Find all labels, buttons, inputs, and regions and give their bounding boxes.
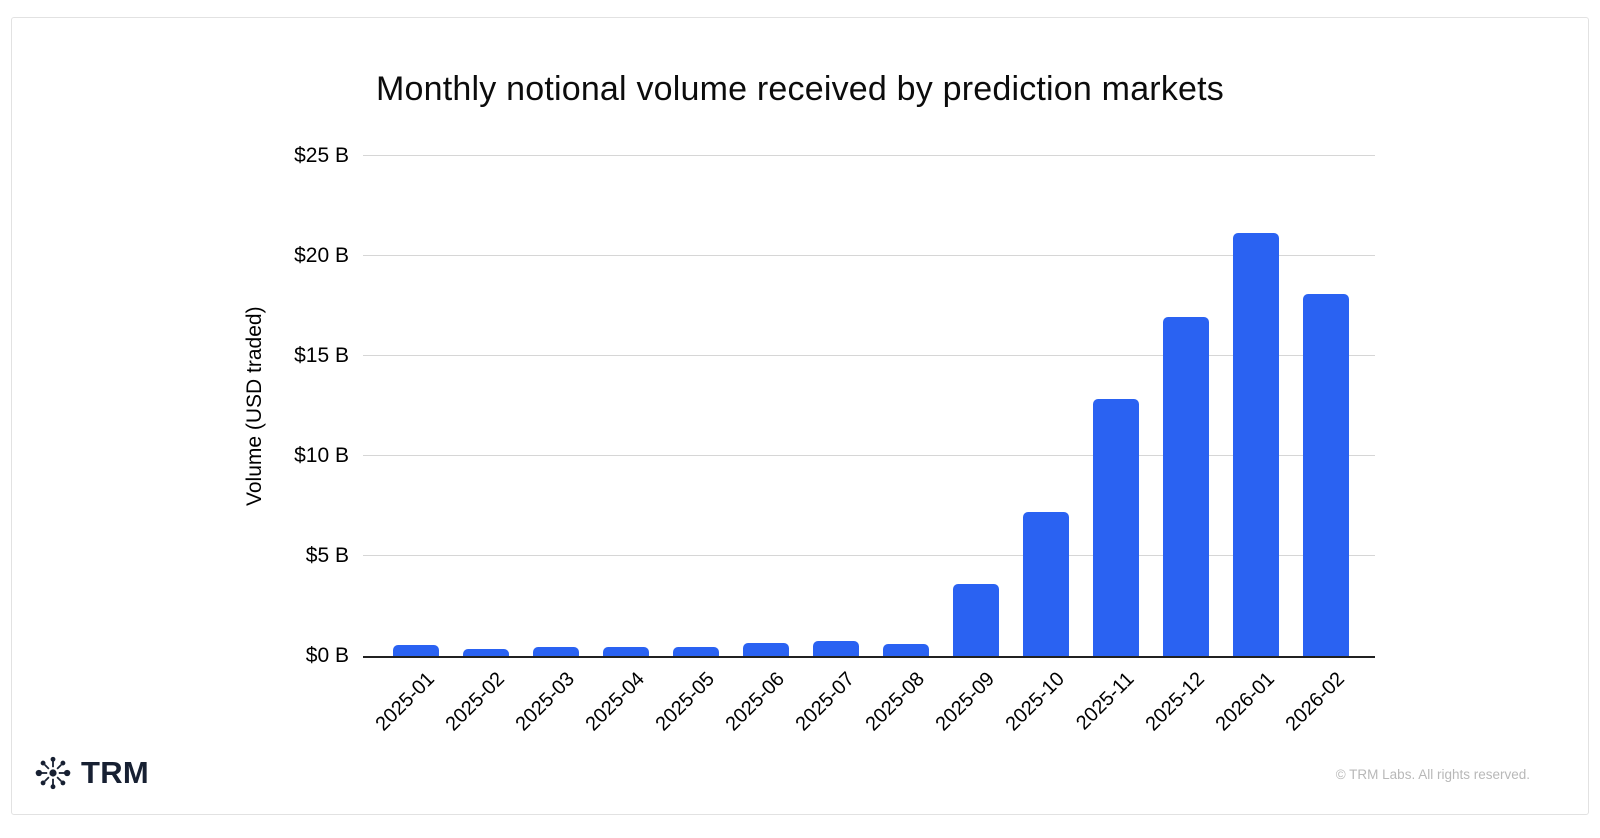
copyright-text: © TRM Labs. All rights reserved. [1335,767,1530,782]
bar-slot: 2025-11 [1072,156,1151,734]
bar-slot: 2025-01 [371,156,451,735]
y-tick-label: $15 B [294,344,349,367]
gridline [363,555,1375,556]
gridlines: $0 B $5 B $10 B $15 B $20 B $25 B [294,144,1375,667]
bar-2025-07 [813,641,859,656]
chart-card: Monthly notional volume received by pred… [11,17,1589,815]
bar-2025-11 [1093,399,1139,656]
bar-slot: 2025-06 [721,156,801,735]
gridline [363,255,1375,256]
bar-slot: 2026-01 [1211,156,1291,735]
y-tick-label: $10 B [294,444,349,467]
y-axis-title: Volume (USD traded) [243,306,266,506]
x-tick-label: 2025-07 [791,668,859,736]
bar-slot: 2026-02 [1281,156,1361,735]
gridline [363,455,1375,456]
x-tick-label: 2025-06 [721,668,789,736]
y-tick-label: $25 B [294,144,349,167]
bar-slot: 2025-08 [861,156,941,735]
x-tick-label: 2025-11 [1072,668,1139,735]
gridline [363,155,1375,156]
trm-network-asterisk-icon [35,756,71,790]
x-tick-label: 2026-02 [1281,668,1349,736]
bar-slot: 2025-05 [651,156,731,735]
x-tick-label: 2025-10 [1001,668,1069,736]
bar-2025-08 [883,644,929,656]
x-tick-label: 2025-08 [861,668,929,736]
bar-slots: 2025-01 2025-02 2025-03 2025-04 2025-05 2025-… [371,156,1361,735]
trm-logo: TRM [34,754,149,792]
y-tick-label: $5 B [305,544,349,567]
bar-2025-01 [393,645,439,656]
bar-slot: 2025-10 [1001,156,1081,735]
gridline [363,355,1375,356]
bar-2025-12 [1163,317,1209,656]
x-tick-label: 2025-04 [581,668,649,736]
x-tick-label: 2025-12 [1141,668,1209,736]
bar-2025-02 [463,649,509,656]
bar-2025-06 [743,643,789,656]
bar-2026-02 [1303,294,1349,656]
bar-slot: 2025-03 [511,156,591,735]
bar-2025-10 [1023,512,1069,656]
x-axis-line [363,656,1375,658]
x-tick-label: 2025-01 [371,668,439,736]
plot-area: $0 B $5 B $10 B $15 B $20 B $25 B 2025-01 2025… [294,144,1375,735]
y-tick-label: $0 B [305,644,349,667]
bar-slot: 2025-07 [791,156,871,735]
bar-slot: 2025-04 [581,156,661,735]
bar-2025-04 [603,647,649,656]
bar-2025-09 [953,584,999,656]
x-tick-label: 2025-02 [441,668,509,736]
chart-title: Monthly notional volume received by pred… [376,70,1224,108]
x-tick-label: 2026-01 [1211,668,1279,736]
bar-slot: 2025-09 [931,156,1011,735]
bar-2025-05 [673,647,719,656]
x-tick-label: 2025-03 [511,668,579,736]
y-tick-label: $20 B [294,244,349,267]
x-tick-label: 2025-09 [931,668,999,736]
bar-2025-03 [533,647,579,656]
bar-2026-01 [1233,233,1279,656]
bar-slot: 2025-12 [1141,156,1221,735]
x-tick-label: 2025-05 [651,668,719,736]
logo-wordmark: TRM [81,755,150,790]
bar-slot: 2025-02 [441,156,521,735]
